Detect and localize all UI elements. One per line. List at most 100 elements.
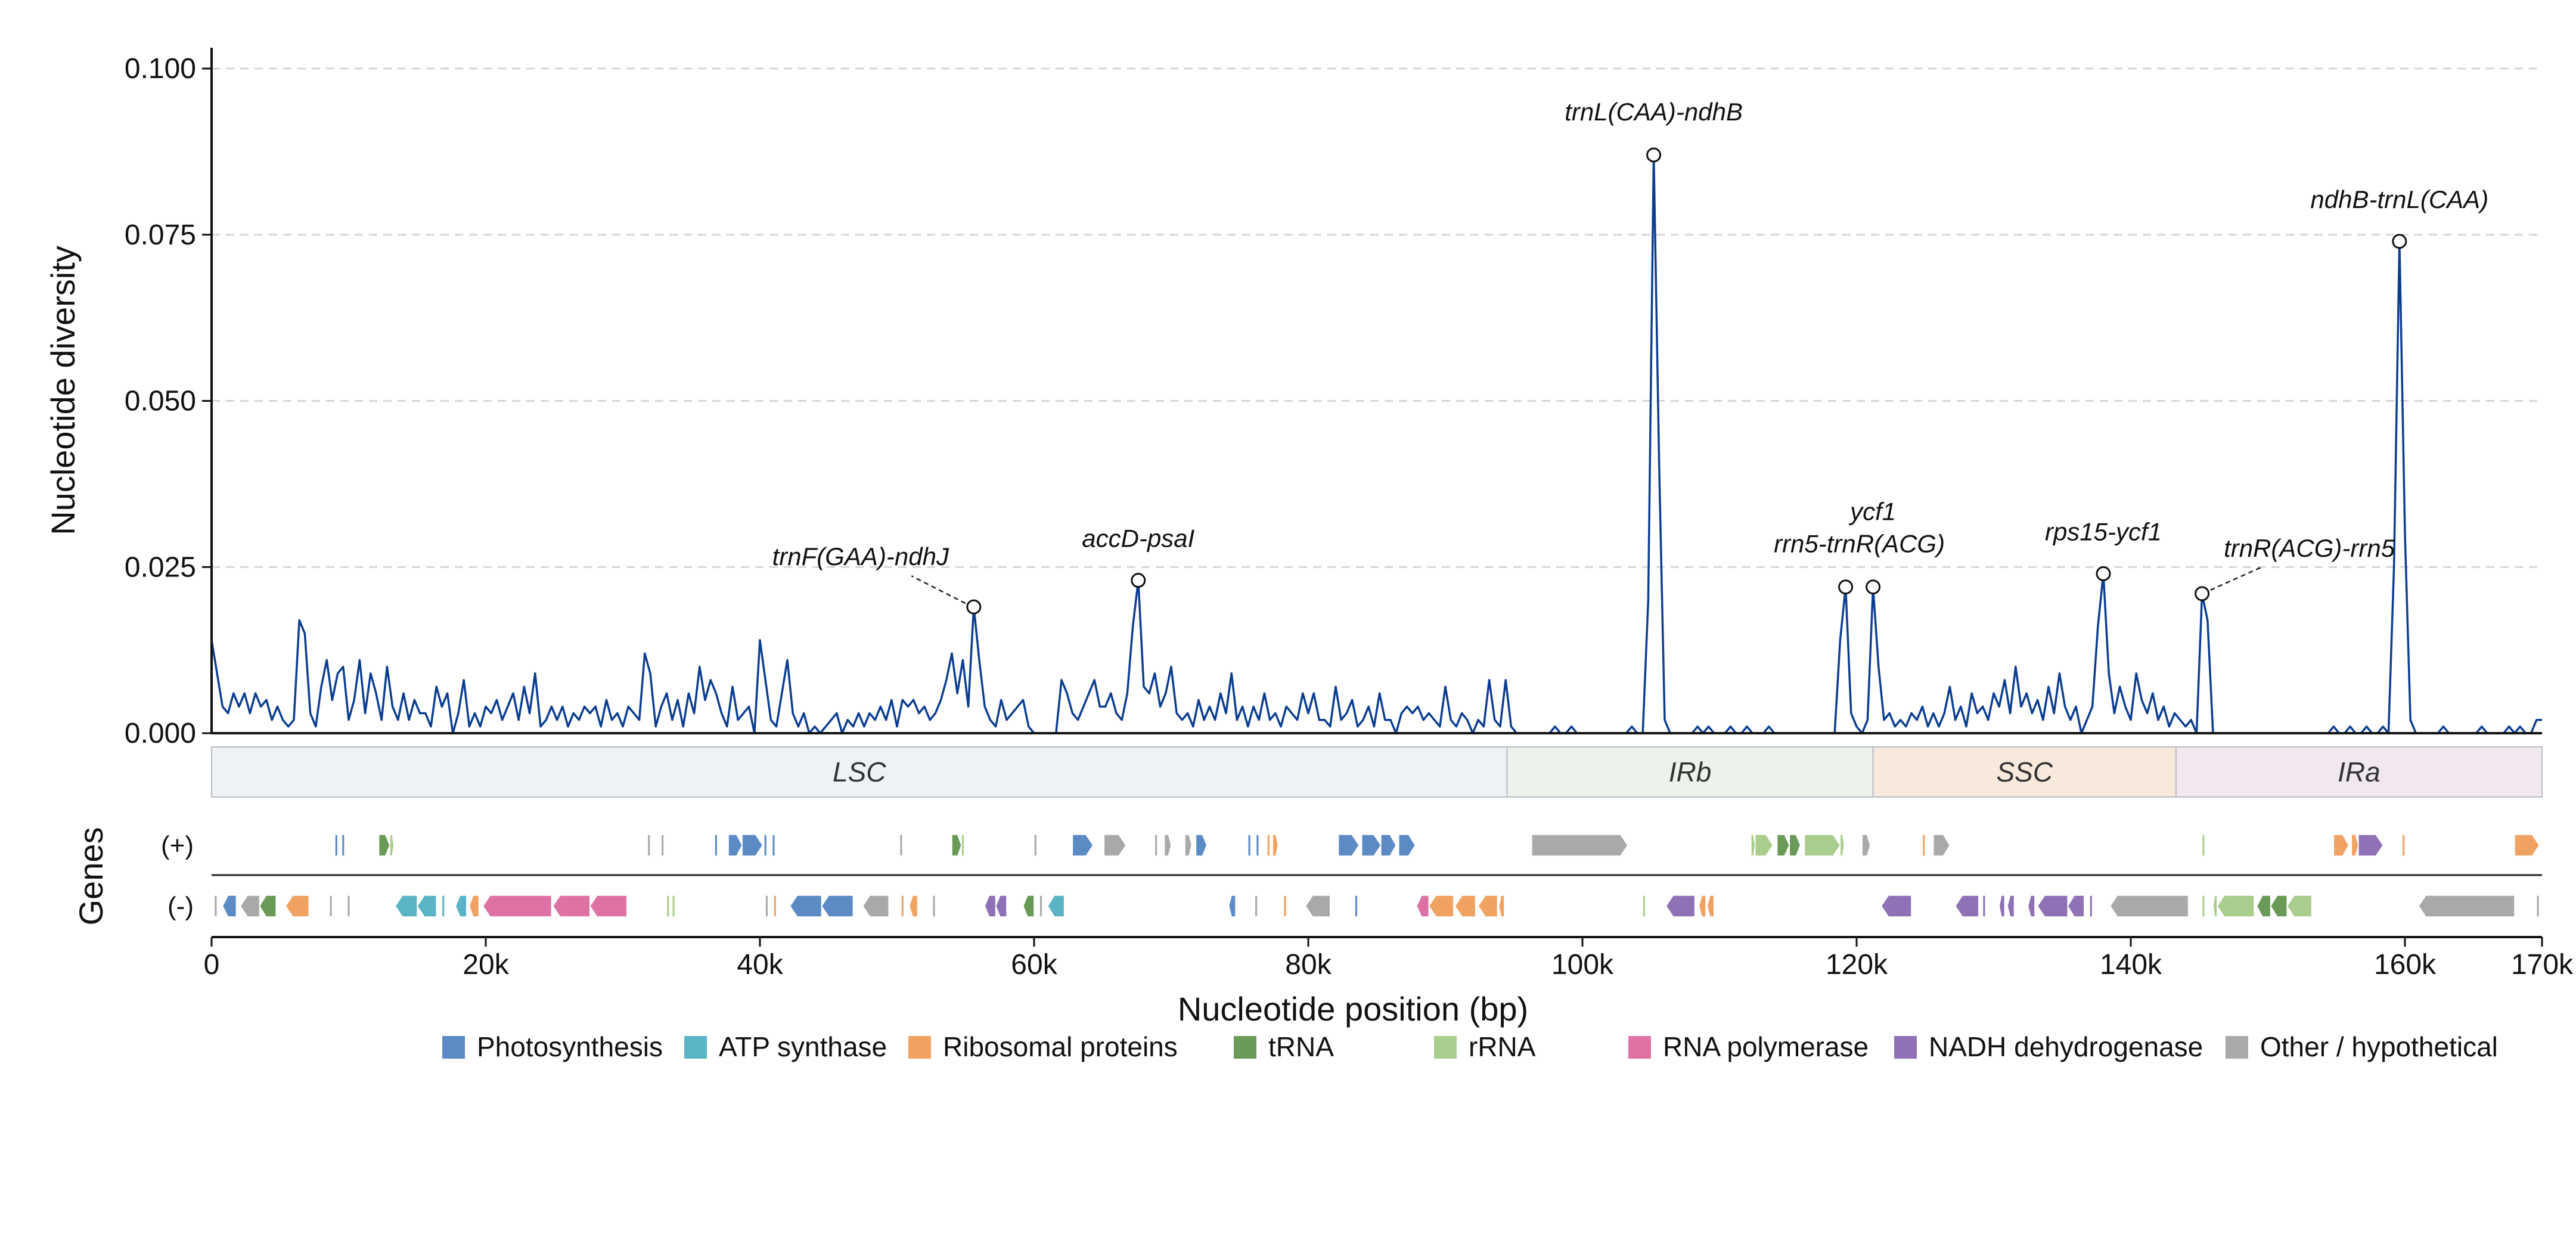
gene-plus (1789, 834, 1801, 857)
legend-label: Ribosomal proteins (943, 1031, 1178, 1062)
gene-plus (1531, 834, 1628, 857)
gene-plus (1751, 834, 1756, 857)
legend-label: ATP synthase (719, 1031, 887, 1062)
annotation-leader (911, 575, 966, 604)
gene-plus (1033, 834, 1038, 857)
x-tick-label: 170k (2511, 949, 2574, 981)
gene-minus (2037, 895, 2068, 917)
peak-marker (1131, 573, 1146, 588)
gene-plus (1072, 834, 1094, 857)
region-box-lsc (211, 746, 1508, 798)
gene-minus (2201, 895, 2205, 917)
gene-minus (765, 895, 769, 917)
gene-plus (764, 834, 768, 857)
gene-minus (346, 895, 351, 917)
x-tick-label: 40k (737, 949, 783, 981)
gene-minus (1954, 895, 1979, 917)
gene-minus (773, 895, 777, 917)
gene-minus (240, 895, 260, 917)
gene-minus (2536, 895, 2540, 917)
gene-plus (1922, 834, 1926, 857)
gene-plus (1154, 834, 1158, 857)
x-tick-label: 100k (1551, 949, 1614, 981)
legend-swatch (1434, 1036, 1457, 1059)
y-tick-label: 0.100 (125, 53, 196, 85)
gene-minus (1354, 895, 1358, 917)
region-label-ssc: SSC (1996, 756, 2053, 787)
gene-minus (1998, 895, 2006, 917)
grid-lines (212, 67, 2542, 568)
minus-strand-label: (-) (167, 892, 194, 921)
gene-minus (2027, 895, 2035, 917)
gene-plus (951, 834, 962, 857)
gene-minus (2067, 895, 2085, 917)
x-tick-label: 160k (2374, 949, 2437, 981)
gene-minus (672, 895, 676, 917)
legend-label: tRNA (1268, 1031, 1334, 1062)
gene-minus (2007, 895, 2015, 917)
gene-minus (2089, 895, 2093, 917)
gene-minus (901, 895, 905, 917)
peak-marker (2195, 586, 2210, 601)
peak-annotations: trnF(GAA)-ndhJ accD-psaI trnL(CAA)-ndhB rrn… (772, 98, 2488, 615)
gene-plus (741, 834, 764, 857)
legend-label: Photosynthesis (477, 1031, 663, 1062)
gene-minus (932, 895, 936, 917)
legend-swatch (2226, 1036, 2248, 1059)
gene-plus (334, 834, 339, 857)
diversity-line (210, 154, 2542, 734)
region-label-lsc: LSC (833, 756, 886, 787)
x-tick-label: 120k (1826, 949, 1888, 981)
legend-swatch (1234, 1036, 1256, 1059)
gene-minus (1706, 895, 1715, 917)
gene-minus (789, 895, 823, 917)
gene-minus (1305, 895, 1331, 917)
gene-minus (1642, 895, 1646, 917)
genes-track-title: Genes (72, 827, 110, 926)
gene-minus (1228, 895, 1236, 917)
legend-swatch (908, 1036, 931, 1059)
gene-plus (1267, 834, 1271, 857)
legend-swatch (1894, 1036, 1917, 1059)
x-tick-label: 140k (2100, 949, 2162, 981)
gene-plus (1247, 834, 1252, 857)
gene-minus (395, 895, 418, 917)
gene-minus (2286, 895, 2313, 917)
legend: Photosynthesis ATP synthase Ribosomal prot… (442, 1031, 2498, 1062)
gene-minus (1498, 895, 1505, 917)
gene-minus (1254, 895, 1258, 917)
legend-swatch (1628, 1036, 1651, 1059)
gene-plus (647, 834, 651, 857)
gene-plus (341, 834, 345, 857)
annotation-label: rps15-ycf1 (2045, 517, 2162, 545)
gene-minus (2256, 895, 2271, 917)
gene-plus (389, 834, 395, 857)
gene-plus (1755, 834, 1774, 857)
gene-minus (441, 895, 445, 917)
y-tick-label: 0.050 (125, 386, 196, 417)
gene-plus (1804, 834, 1841, 857)
gene-minus (1698, 895, 1706, 917)
gene-plus (1839, 834, 1845, 857)
axes: 0.000 0.025 0.050 0.075 0.100 Nucleotide dive… (44, 48, 2574, 1028)
peak-marker (1838, 579, 1854, 595)
gene-minus (984, 895, 997, 917)
peak-marker (966, 599, 982, 615)
gene-minus (222, 895, 237, 917)
annotation-label: ycf1 (1848, 498, 1896, 526)
gene-minus (995, 895, 1007, 917)
region-box-ira (2175, 746, 2543, 798)
peak-marker (1866, 579, 1881, 595)
gene-minus (2270, 895, 2288, 917)
diversity-series (210, 154, 2542, 734)
gene-plus (961, 834, 965, 857)
y-axis-title: Nucleotide diversity (44, 246, 82, 535)
gene-minus (2212, 895, 2218, 917)
x-tick-label: 60k (1011, 949, 1057, 981)
gene-minus (329, 895, 333, 917)
gene-minus (821, 895, 854, 917)
annotation-leader (2210, 566, 2262, 591)
gene-minus (908, 895, 918, 917)
gene-minus (1665, 895, 1696, 917)
